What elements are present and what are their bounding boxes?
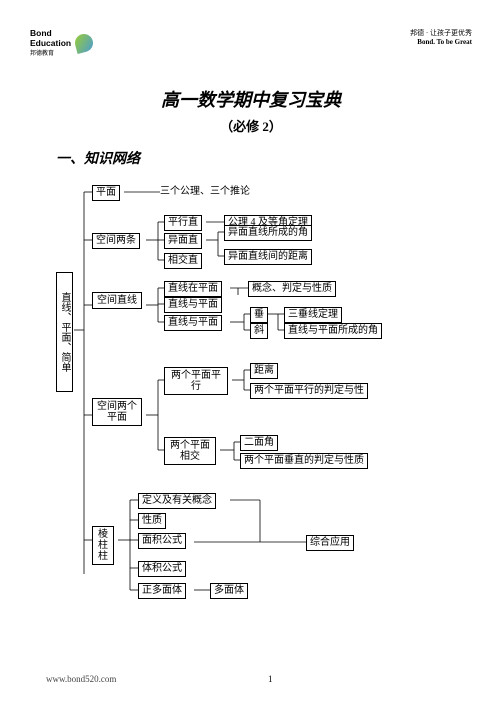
node-skew-angle: 异面直线所成的角 bbox=[224, 225, 312, 241]
node-two-lines: 空间两条 bbox=[92, 233, 140, 249]
header-right: 邦德 · 让孩子更优秀 Bond. To be Great bbox=[410, 28, 472, 46]
node-prism-prop: 性质 bbox=[138, 513, 166, 529]
page-subtitle: （必修 2） bbox=[0, 116, 502, 135]
logo: Bond Education 邦德教育 bbox=[30, 28, 93, 57]
node-line-plane1: 直线与平面 bbox=[164, 297, 222, 313]
node-concept: 概念、判定与性质 bbox=[248, 281, 336, 297]
node-skew-lines: 异面直 bbox=[164, 233, 202, 249]
node-perp: 垂 bbox=[250, 307, 268, 323]
node-line-in-plane: 直线在平面 bbox=[164, 281, 222, 297]
node-two-planes: 空间两个平面 bbox=[92, 398, 142, 426]
page-title: 高一数学期中复习宝典 bbox=[0, 86, 502, 112]
node-parallel-lines: 平行直 bbox=[164, 215, 202, 231]
header-cn: 邦德 · 让孩子更优秀 bbox=[410, 28, 472, 38]
node-intersect-lines: 相交直 bbox=[164, 253, 202, 269]
logo-subtext: 邦德教育 bbox=[30, 48, 71, 57]
section-title: 一、知识网络 bbox=[56, 148, 140, 168]
node-prism-vol: 体积公式 bbox=[138, 561, 186, 577]
knowledge-diagram: 直线、平面、简单 平面 三个公理、三个推论 空间两条 平行直 公理 4 及等角定… bbox=[60, 180, 480, 610]
node-pp-distance: 距离 bbox=[250, 363, 278, 379]
node-prism: 棱柱柱 bbox=[92, 526, 114, 565]
node-space-line: 空间直线 bbox=[92, 292, 142, 309]
node-apply: 综合应用 bbox=[306, 535, 354, 551]
leaf-icon bbox=[73, 31, 95, 53]
page-number: 1 bbox=[268, 674, 273, 684]
header-en: Bond. To be Great bbox=[410, 38, 472, 46]
node-plane: 平面 bbox=[92, 185, 120, 201]
node-polyhedron: 多面体 bbox=[210, 583, 248, 599]
node-regular-poly: 正多面体 bbox=[138, 583, 186, 599]
node-line-plane2: 直线与平面 bbox=[164, 315, 222, 331]
node-lp-angle: 直线与平面所成的角 bbox=[284, 323, 382, 339]
node-prism-def: 定义及有关概念 bbox=[138, 493, 216, 509]
node-oblique: 斜 bbox=[250, 323, 268, 339]
node-prism-area: 面积公式 bbox=[138, 533, 186, 549]
logo-text: Bond Education bbox=[30, 28, 71, 48]
node-axioms: 三个公理、三个推论 bbox=[160, 186, 250, 198]
root-node: 直线、平面、简单 bbox=[56, 272, 73, 392]
node-skew-dist: 异面直线间的距离 bbox=[224, 249, 312, 265]
node-pp-parallel: 两个平面平行 bbox=[164, 367, 228, 395]
node-pp-det: 两个平面平行的判定与性 bbox=[250, 383, 368, 399]
node-three-perp: 三垂线定理 bbox=[284, 307, 342, 323]
node-dihedral: 二面角 bbox=[240, 435, 278, 451]
node-pp-intersect: 两个平面相交 bbox=[164, 437, 216, 465]
footer-url: www.bond520.com bbox=[46, 674, 116, 684]
node-pp-perp-det: 两个平面垂直的判定与性质 bbox=[240, 453, 368, 469]
